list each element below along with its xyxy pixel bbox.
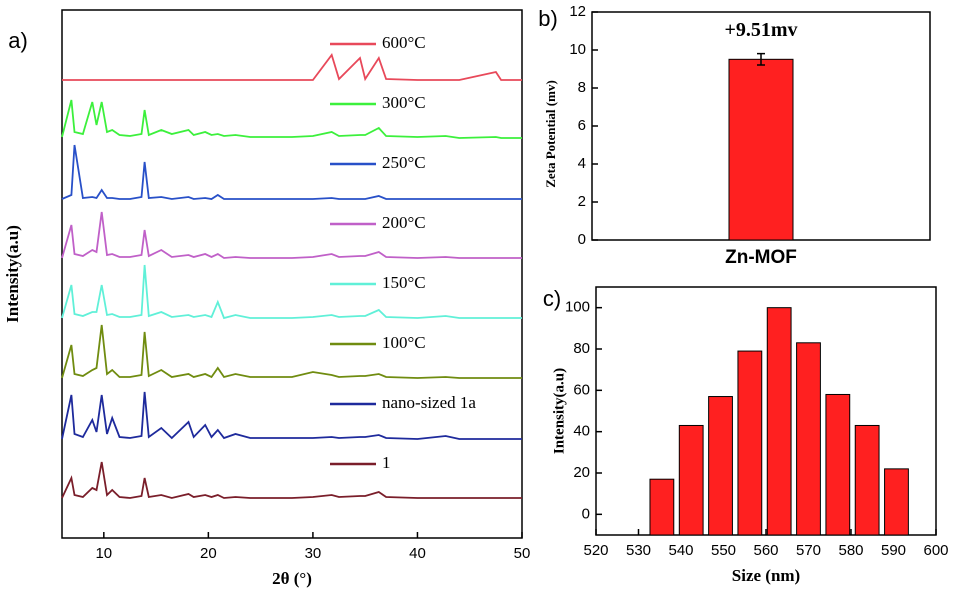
x-tick-label: Zn-MOF: [725, 247, 797, 268]
legend-label: 300°C: [382, 93, 426, 112]
legend-label: 100°C: [382, 333, 426, 352]
y-axis-label: Intensity(a.u): [3, 225, 22, 323]
legend-label: nano-sized 1a: [382, 393, 476, 412]
value-label: +9.51mv: [724, 19, 797, 41]
bar: [884, 468, 909, 536]
y-tick-label: 20: [573, 464, 590, 481]
y-tick-label: 0: [582, 505, 590, 522]
panel-label: c): [543, 286, 561, 311]
legend-label: 600°C: [382, 33, 426, 52]
panel-label: a): [8, 28, 28, 53]
y-axis-label: Intensity(a.u): [551, 368, 567, 454]
bar: [825, 393, 851, 536]
xrd-pattern: [61, 211, 522, 259]
legend-label: 150°C: [382, 273, 426, 292]
bar: [737, 350, 763, 536]
xrd-pattern: [61, 391, 522, 440]
y-tick-label: 100: [565, 299, 590, 316]
legend-label: 1: [382, 453, 391, 472]
plot-frame: [61, 9, 523, 539]
x-tick-label: 550: [711, 542, 736, 559]
y-tick-label: 0: [578, 231, 586, 248]
x-tick-label: 10: [95, 545, 112, 562]
x-tick-label: 530: [626, 542, 651, 559]
bar: [678, 424, 704, 536]
y-tick-label: 80: [573, 340, 590, 357]
x-tick-label: 560: [753, 542, 778, 559]
y-tick-label: 40: [573, 423, 590, 440]
y-tick-label: 2: [578, 193, 586, 210]
bar: [708, 396, 733, 536]
y-tick-label: 4: [578, 155, 586, 172]
x-tick-label: 540: [668, 542, 693, 559]
xrd-pattern: [62, 53, 522, 82]
bar: [796, 342, 821, 536]
bar: [854, 424, 880, 536]
xrd-pattern: [61, 99, 522, 139]
legend-label: 250°C: [382, 153, 426, 172]
y-tick-label: 6: [578, 117, 586, 134]
y-tick-label: 10: [569, 41, 586, 58]
x-tick-label: 20: [200, 545, 217, 562]
bar: [766, 307, 792, 536]
xrd-pattern: [61, 324, 522, 379]
legend-label: 200°C: [382, 213, 426, 232]
x-tick-label: 590: [881, 542, 906, 559]
x-axis-label: Size (nm): [732, 566, 800, 585]
y-tick-label: 12: [569, 3, 586, 20]
x-tick-label: 50: [514, 545, 531, 562]
y-axis-label: Zeta Potential (mv): [543, 80, 558, 188]
panel-label: b): [538, 6, 558, 31]
x-tick-label: 580: [838, 542, 863, 559]
y-tick-label: 60: [573, 381, 590, 398]
x-tick-label: 570: [796, 542, 821, 559]
x-tick-label: 40: [409, 545, 426, 562]
bar: [728, 58, 794, 241]
xrd-pattern: [61, 461, 522, 499]
error-bar: [757, 52, 765, 66]
x-axis-label: 2θ (°): [272, 569, 312, 588]
x-tick-label: 520: [583, 542, 608, 559]
x-tick-label: 600: [923, 542, 948, 559]
y-tick-label: 8: [578, 79, 586, 96]
bar: [649, 478, 675, 536]
xrd-pattern: [61, 144, 522, 200]
xrd-pattern: [61, 264, 522, 320]
x-tick-label: 30: [305, 545, 322, 562]
